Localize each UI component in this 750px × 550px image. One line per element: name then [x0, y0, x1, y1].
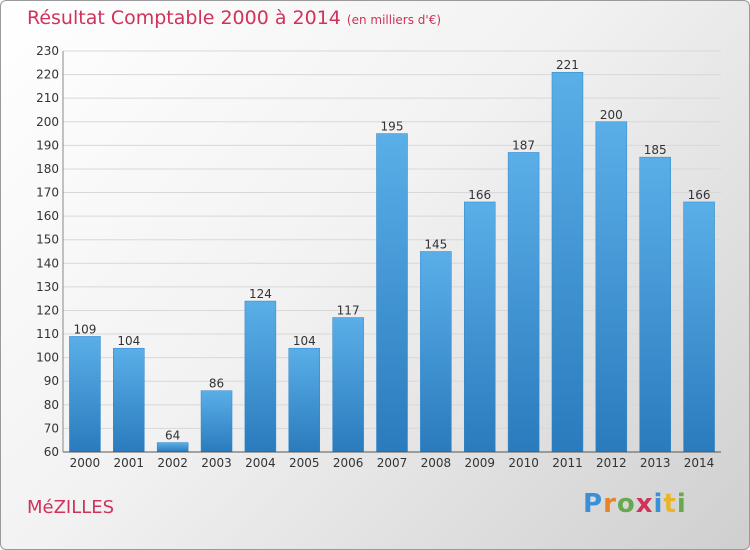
data-labels: 109 104 64 86 124 104 117 195 145 166 187 221 200 185…	[73, 58, 710, 442]
data-label: 109	[73, 322, 96, 336]
data-label: 145	[424, 238, 447, 252]
bar-2005	[288, 347, 321, 453]
y-tick-label: 230	[36, 44, 59, 58]
x-tick-label: 2011	[552, 456, 583, 470]
logo-letter: i	[676, 489, 687, 519]
y-tick-label: 130	[36, 280, 59, 294]
y-tick-label: 80	[44, 398, 59, 412]
x-tick-label: 2000	[70, 456, 101, 470]
data-label: 124	[249, 287, 272, 301]
bar-2009	[463, 201, 496, 453]
y-tick-label: 90	[44, 374, 59, 388]
data-label: 104	[293, 334, 316, 348]
data-label: 185	[644, 143, 667, 157]
chart-subtitle: (en milliers d'€)	[346, 13, 442, 27]
bar-2014	[683, 201, 715, 453]
logo-letter: i	[653, 489, 664, 519]
y-tick-label: 210	[36, 91, 59, 105]
bar-2013	[639, 156, 671, 453]
data-label: 200	[600, 108, 623, 122]
bar-2007	[376, 133, 408, 453]
x-tick-label: 2002	[157, 456, 188, 470]
y-tick-label: 120	[36, 303, 59, 317]
y-tick-label: 60	[44, 445, 59, 459]
data-label: 166	[688, 188, 711, 202]
x-tick-label: 2004	[245, 456, 276, 470]
bar-2006	[332, 317, 364, 453]
data-label: 187	[512, 138, 535, 152]
axes	[62, 51, 721, 453]
logo-letter: o	[616, 489, 636, 519]
data-label: 195	[381, 120, 404, 134]
bar-2001	[113, 347, 145, 453]
x-tick-label: 2003	[201, 456, 232, 470]
y-tick-label: 170	[36, 186, 59, 200]
city-name: MéZILLES	[27, 497, 115, 518]
bar-2008	[420, 251, 452, 453]
y-tick-label: 140	[36, 256, 59, 270]
bar-2004	[244, 300, 277, 453]
bar-2012	[595, 121, 628, 453]
y-tick-label: 100	[36, 351, 59, 365]
y-tick-label: 110	[36, 327, 59, 341]
x-tick-label: 2007	[377, 456, 408, 470]
x-tick-label: 2006	[333, 456, 364, 470]
y-axis-ticks: 60 70 80 90 100 110 120 130 140 150 160 170 180 190 20…	[36, 44, 59, 459]
y-tick-label: 200	[36, 115, 59, 129]
x-tick-label: 2014	[684, 456, 715, 470]
x-tick-label: 2008	[421, 456, 452, 470]
y-tick-label: 70	[44, 421, 59, 435]
logo-letter: P	[583, 489, 604, 519]
x-tick-label: 2009	[464, 456, 495, 470]
y-tick-label: 160	[36, 209, 59, 223]
x-tick-label: 2005	[289, 456, 320, 470]
logo-letter: r	[603, 489, 617, 519]
data-label: 86	[209, 377, 224, 391]
y-tick-label: 220	[36, 68, 59, 82]
data-label: 104	[117, 334, 140, 348]
data-label: 64	[165, 429, 180, 443]
bar-2000	[69, 336, 101, 453]
proxiti-logo: Proxiti	[583, 489, 687, 519]
y-tick-label: 190	[36, 138, 59, 152]
chart-title: Résultat Comptable 2000 à 2014 (en millie…	[27, 7, 441, 29]
logo-letter: t	[663, 489, 677, 519]
y-tick-label: 180	[36, 162, 59, 176]
y-tick-label: 150	[36, 233, 59, 247]
bar-2010	[507, 152, 540, 453]
data-label: 166	[468, 188, 491, 202]
x-axis-ticks: 2000 2001 2002 2003 2004 2005 2006 2007 2008 2009…	[70, 456, 715, 470]
data-label: 221	[556, 58, 579, 72]
x-tick-label: 2012	[596, 456, 627, 470]
bar-2002	[156, 442, 189, 453]
bars	[69, 71, 715, 453]
bar-2011	[551, 71, 584, 453]
x-tick-label: 2001	[114, 456, 145, 470]
bar-2003	[200, 390, 233, 453]
data-label: 117	[337, 304, 360, 318]
x-tick-label: 2010	[508, 456, 539, 470]
logo-letter: x	[635, 489, 654, 519]
chart-title-text: Résultat Comptable 2000 à 2014	[27, 7, 341, 29]
x-tick-label: 2013	[640, 456, 671, 470]
